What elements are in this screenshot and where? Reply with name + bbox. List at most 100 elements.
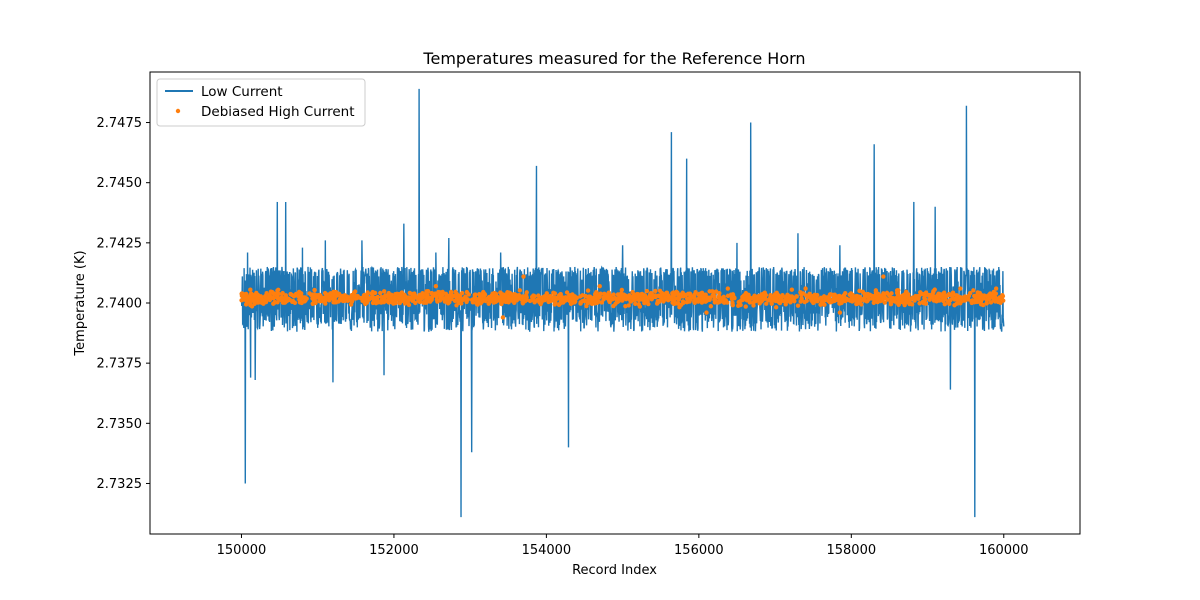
y-tick-label: 2.7450 [97, 176, 143, 191]
scatter-point [252, 293, 257, 298]
scatter-point-outlier [993, 286, 999, 291]
scatter-point [1000, 293, 1006, 299]
scatter-point [408, 296, 413, 302]
y-tick-label: 2.7475 [97, 116, 143, 131]
scatter-point [862, 291, 867, 297]
scatter-point [763, 292, 769, 298]
scatter-point [780, 292, 785, 298]
scatter-point [934, 299, 939, 304]
scatter-point [642, 300, 647, 306]
scatter-point [818, 295, 824, 300]
scatter-point [352, 289, 358, 294]
scatter-point [506, 295, 512, 300]
scatter-point [578, 301, 583, 306]
scatter-point [763, 296, 768, 301]
scatter-point-outlier [837, 310, 843, 315]
scatter-point [730, 300, 735, 305]
scatter-point [680, 299, 686, 304]
scatter-point [655, 299, 660, 304]
scatter-point [947, 301, 952, 307]
scatter-point [705, 297, 711, 302]
scatter-point [554, 296, 559, 301]
scatter-point-outlier [803, 286, 808, 291]
scatter-point [382, 296, 387, 301]
scatter-point [586, 294, 592, 299]
scatter-point [572, 300, 577, 305]
scatter-point [481, 292, 486, 298]
scatter-point [964, 296, 969, 302]
scatter-point [692, 299, 697, 304]
scatter-point [1001, 298, 1006, 303]
scatter-point [270, 289, 275, 295]
scatter-point [635, 292, 641, 297]
scatter-point [636, 297, 642, 303]
scatter-point [954, 301, 959, 306]
scatter-point [713, 289, 719, 294]
scatter-point [795, 303, 801, 308]
scatter-point [819, 299, 825, 305]
scatter-point [417, 294, 422, 300]
scatter-point [783, 302, 788, 307]
scatter-point [656, 293, 661, 298]
scatter-point [624, 295, 630, 300]
scatter-point [358, 295, 363, 301]
scatter-point [582, 298, 587, 303]
scatter-point [978, 294, 983, 300]
scatter-point-outlier [725, 286, 731, 291]
scatter-point [684, 300, 689, 305]
scatter-point [426, 298, 431, 304]
scatter-point [984, 301, 989, 306]
scatter-point [255, 293, 261, 298]
scatter-point [701, 295, 706, 300]
scatter-point [895, 290, 901, 296]
legend-label-low-current: Low Current [201, 84, 283, 100]
scatter-point [804, 298, 809, 303]
scatter-point [822, 302, 827, 307]
scatter-point [688, 297, 693, 302]
scatter-point [892, 299, 897, 304]
scatter-point [256, 300, 261, 305]
scatter-point [671, 292, 677, 298]
scatter-point [684, 296, 690, 301]
scatter-point [527, 298, 533, 304]
scatter-point [857, 288, 862, 294]
scatter-point [953, 296, 958, 302]
scatter-point [644, 288, 650, 294]
scatter-point-outlier [881, 274, 886, 279]
scatter-point [807, 291, 812, 297]
scatter-point [400, 298, 406, 303]
scatter-point-outlier [500, 315, 506, 320]
scatter-point [618, 294, 623, 299]
scatter-point [362, 300, 367, 305]
scatter-point [585, 288, 591, 293]
scatter-point [314, 293, 320, 298]
scatter-point [867, 292, 873, 297]
scatter-point [613, 301, 618, 306]
y-tick-label: 2.7325 [97, 477, 143, 492]
scatter-point [502, 297, 507, 303]
scatter-point [871, 300, 877, 305]
scatter-point [513, 294, 518, 299]
x-tick-label: 156000 [674, 543, 724, 558]
scatter-point [923, 292, 928, 298]
scatter-point [524, 297, 529, 303]
scatter-point [454, 295, 460, 301]
scatter-point [783, 296, 789, 301]
scatter-point [799, 292, 804, 298]
scatter-point [446, 295, 451, 300]
scatter-point [642, 296, 647, 302]
scatter-point [370, 294, 375, 299]
scatter-point [594, 290, 599, 295]
scatter-point [517, 288, 523, 293]
scatter-point [385, 298, 390, 304]
scatter-point [683, 292, 688, 298]
scatter-point [564, 290, 570, 295]
scatter-point [926, 292, 931, 298]
scatter-point [708, 304, 714, 309]
scatter-point [636, 302, 641, 307]
scatter-point [498, 298, 503, 303]
scatter-point [353, 294, 359, 299]
scatter-point [832, 298, 837, 304]
scatter-point [674, 301, 680, 306]
